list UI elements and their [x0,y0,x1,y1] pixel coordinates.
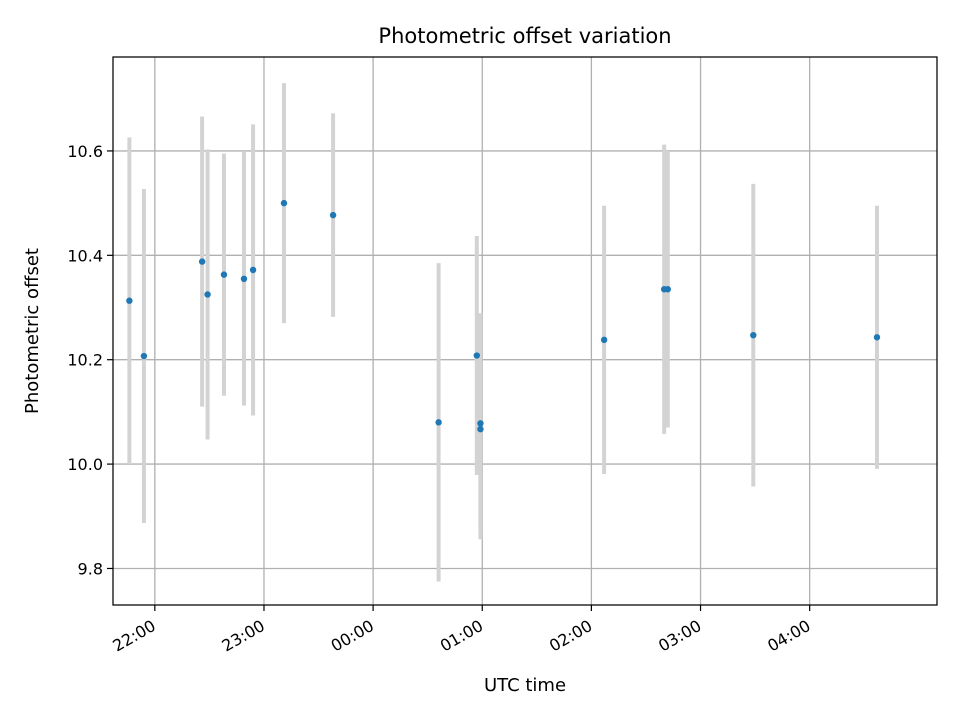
x-axis-title: UTC time [484,675,566,696]
y-axis: 9.8 10.0 10.2 10.4 10.6 [67,142,113,578]
plot-frame [112,56,938,606]
grid [113,57,937,605]
data-point [750,331,757,339]
y-tick-label: 10.0 [67,455,103,474]
data-point [873,334,881,341]
data-point [329,211,337,219]
data-point [220,271,228,278]
data-point [204,291,211,298]
y-tick-label: 10.6 [67,142,103,161]
data-point [126,297,133,304]
data-point [473,352,480,359]
y-tick-label: 9.8 [78,559,103,578]
y-tick-label: 10.4 [67,246,103,265]
data-point [600,336,608,344]
y-axis-title: Photometric offset [22,248,43,414]
data-point [477,420,484,427]
data-point [477,425,484,433]
data-points [126,199,881,433]
data-point [140,352,148,360]
data-point [664,286,671,293]
data-point [435,419,442,426]
data-point [280,199,288,207]
data-point [198,258,206,265]
data-point [249,266,257,274]
data-point [240,275,248,283]
chart-title: Photometric offset variation [378,24,671,48]
y-tick-label: 10.2 [67,351,103,370]
